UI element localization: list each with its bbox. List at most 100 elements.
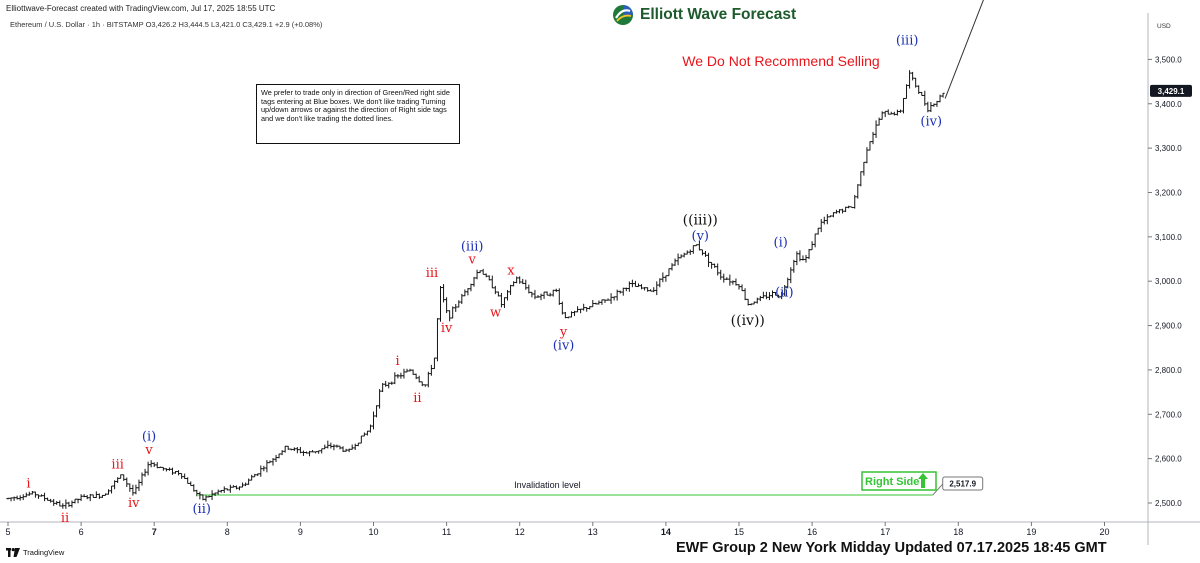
time-axis[interactable]: 5 6 7 8 9 10 11 12 13 14 15 16 17 18 19 20 xyxy=(0,521,1148,537)
ohlc-bar[interactable] xyxy=(923,90,927,106)
ohlc-bar[interactable] xyxy=(670,263,674,271)
ohlc-bar[interactable] xyxy=(231,485,235,488)
ohlc-bar[interactable] xyxy=(508,284,513,295)
ohlc-bar[interactable] xyxy=(761,291,765,299)
ohlc-bar[interactable] xyxy=(350,444,354,450)
ohlc-bar[interactable] xyxy=(639,284,644,290)
ohlc-bar[interactable] xyxy=(929,101,933,113)
ohlc-bar[interactable] xyxy=(816,227,820,235)
ohlc-bar[interactable] xyxy=(76,498,80,504)
ohlc-bar[interactable] xyxy=(317,450,321,454)
ohlc-bar[interactable] xyxy=(304,451,309,454)
ohlc-bar[interactable] xyxy=(676,253,680,266)
ohlc-bar[interactable] xyxy=(451,306,455,319)
ohlc-bar[interactable] xyxy=(606,298,610,301)
ohlc-bar[interactable] xyxy=(780,291,784,300)
ohlc-bar[interactable] xyxy=(274,454,278,463)
ohlc-bar[interactable] xyxy=(475,269,479,280)
ohlc-bar[interactable] xyxy=(326,440,330,449)
ohlc-bar[interactable] xyxy=(795,251,799,266)
ohlc-bar[interactable] xyxy=(783,284,787,297)
ohlc-bar[interactable] xyxy=(603,299,607,304)
ohlc-bar[interactable] xyxy=(374,405,379,418)
ohlc-bar[interactable] xyxy=(719,269,723,280)
ohlc-bar[interactable] xyxy=(45,497,50,501)
ohlc-bar[interactable] xyxy=(499,292,504,308)
ohlc-bar[interactable] xyxy=(703,250,708,257)
ohlc-bar[interactable] xyxy=(786,277,790,289)
ohlc-bar[interactable] xyxy=(874,120,878,138)
ohlc-bar[interactable] xyxy=(932,103,936,107)
ohlc-bar[interactable] xyxy=(128,483,132,492)
ohlc-bar[interactable] xyxy=(24,492,28,498)
ohlc-bar[interactable] xyxy=(237,486,242,491)
ohlc-bar[interactable] xyxy=(764,291,769,300)
ohlc-bar[interactable] xyxy=(82,494,86,498)
ohlc-bar[interactable] xyxy=(228,484,232,493)
ohlc-bar[interactable] xyxy=(247,478,251,485)
ohlc-bar[interactable] xyxy=(307,450,312,457)
ohlc-bar[interactable] xyxy=(426,371,430,388)
ohlc-bar[interactable] xyxy=(9,497,13,502)
ohlc-bar[interactable] xyxy=(143,468,147,477)
ohlc-bar[interactable] xyxy=(551,289,555,297)
ohlc-bar[interactable] xyxy=(289,448,293,451)
ohlc-bar[interactable] xyxy=(429,364,433,376)
ohlc-bar[interactable] xyxy=(161,466,165,471)
ohlc-bar[interactable] xyxy=(119,474,123,479)
ohlc-bar[interactable] xyxy=(88,493,92,502)
ohlc-bar[interactable] xyxy=(417,375,421,383)
ohlc-bar[interactable] xyxy=(70,500,74,508)
ohlc-bar[interactable] xyxy=(569,311,574,318)
ohlc-bar[interactable] xyxy=(295,447,299,454)
ohlc-bar[interactable] xyxy=(627,281,631,292)
ohlc-bar[interactable] xyxy=(213,492,217,497)
ohlc-bar[interactable] xyxy=(36,494,41,499)
ohlc-bar[interactable] xyxy=(633,280,638,287)
ohlc-bar[interactable] xyxy=(448,310,452,322)
ohlc-bar[interactable] xyxy=(694,244,698,247)
ohlc-bar[interactable] xyxy=(755,297,759,304)
ohlc-bar[interactable] xyxy=(335,444,339,448)
ohlc-bar[interactable] xyxy=(460,293,464,304)
ohlc-bar[interactable] xyxy=(847,205,851,209)
ohlc-bar[interactable] xyxy=(746,298,750,306)
ohlc-bar[interactable] xyxy=(588,306,592,310)
ohlc-bar[interactable] xyxy=(347,448,351,453)
tradingview-logo[interactable]: TradingView xyxy=(6,548,64,557)
ohlc-bar[interactable] xyxy=(515,276,519,284)
ohlc-bar[interactable] xyxy=(402,368,406,379)
ohlc-bar[interactable] xyxy=(253,473,257,478)
ohlc-bar[interactable] xyxy=(554,288,558,292)
ohlc-bar[interactable] xyxy=(642,287,647,291)
ohlc-bar[interactable] xyxy=(661,272,665,283)
ohlc-bar[interactable] xyxy=(435,318,440,362)
ohlc-series[interactable] xyxy=(6,70,945,509)
ohlc-bar[interactable] xyxy=(706,252,711,267)
ohlc-bar[interactable] xyxy=(734,278,738,286)
ohlc-bar[interactable] xyxy=(907,70,912,89)
ohlc-bar[interactable] xyxy=(889,111,893,115)
ohlc-bar[interactable] xyxy=(198,491,202,500)
ohlc-bar[interactable] xyxy=(502,297,507,308)
ohlc-bar[interactable] xyxy=(898,109,903,113)
ohlc-bar[interactable] xyxy=(612,296,616,301)
ohlc-bar[interactable] xyxy=(770,290,775,298)
ohlc-bar[interactable] xyxy=(798,250,802,262)
ohlc-bar[interactable] xyxy=(655,281,659,296)
ohlc-bar[interactable] xyxy=(542,291,546,299)
ohlc-bar[interactable] xyxy=(103,493,108,496)
ohlc-bar[interactable] xyxy=(91,494,95,499)
ohlc-bar[interactable] xyxy=(749,303,753,306)
ohlc-bar[interactable] xyxy=(850,206,854,209)
ohlc-bar[interactable] xyxy=(109,485,114,494)
ohlc-bar[interactable] xyxy=(844,206,848,213)
ohlc-bar[interactable] xyxy=(183,473,187,480)
ohlc-bar[interactable] xyxy=(356,442,360,447)
ohlc-bar[interactable] xyxy=(243,482,248,487)
ohlc-bar[interactable] xyxy=(222,486,226,493)
ohlc-bar[interactable] xyxy=(609,293,613,304)
ohlc-bar[interactable] xyxy=(575,306,580,313)
ohlc-bar[interactable] xyxy=(39,494,44,497)
ohlc-bar[interactable] xyxy=(621,287,625,296)
